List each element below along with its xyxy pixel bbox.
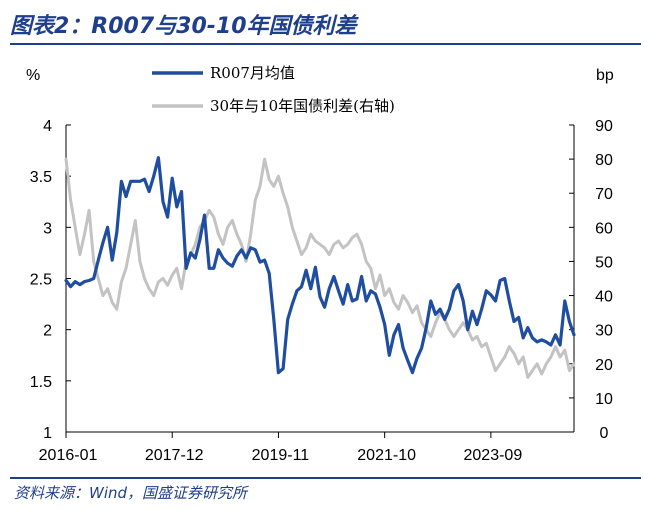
left-unit-label: % xyxy=(26,67,40,84)
legend-label-r007: R007月均值 xyxy=(210,64,295,82)
left-tick-label: 1 xyxy=(43,425,52,442)
x-tick-label: 2016-01 xyxy=(39,447,98,464)
source-divider xyxy=(10,477,641,479)
title-divider xyxy=(10,43,641,45)
right-tick-label: 20 xyxy=(595,357,613,374)
right-tick-label: 60 xyxy=(595,220,613,237)
x-tick-label: 2019-11 xyxy=(252,447,310,464)
x-tick-label: 2021-10 xyxy=(357,447,416,464)
spread-series-line xyxy=(64,157,576,379)
x-tick-label: 2023-09 xyxy=(464,447,523,464)
right-tick-label: 70 xyxy=(595,186,613,203)
right-tick-label: 50 xyxy=(595,254,613,271)
left-tick-label: 3 xyxy=(43,220,52,237)
r007-series-line xyxy=(64,156,576,375)
left-tick-label: 2.5 xyxy=(30,272,52,289)
x-tick-label: 2017-12 xyxy=(145,447,204,464)
plot-area xyxy=(64,156,576,379)
legend-label-spread: 30年与10年国债利差(右轴) xyxy=(210,97,395,115)
right-tick-label: 80 xyxy=(595,152,613,169)
left-tick-label: 2 xyxy=(43,323,52,340)
left-tick-label: 1.5 xyxy=(30,374,52,391)
figure-title: 图表2：R007与30-10年国债利差 xyxy=(10,14,357,39)
right-tick-label: 10 xyxy=(595,391,613,408)
source-note: 资料来源：Wind，国盛证券研究所 xyxy=(14,484,248,502)
left-tick-label: 3.5 xyxy=(30,169,52,186)
right-tick-label: 30 xyxy=(595,323,613,340)
right-tick-label: 0 xyxy=(600,425,609,442)
left-tick-label: 4 xyxy=(43,118,52,135)
legend: R007月均值 30年与10年国债利差(右轴) xyxy=(152,64,395,115)
right-tick-label: 40 xyxy=(595,289,613,306)
right-unit-label: bp xyxy=(596,67,614,84)
right-tick-label: 90 xyxy=(595,118,613,135)
